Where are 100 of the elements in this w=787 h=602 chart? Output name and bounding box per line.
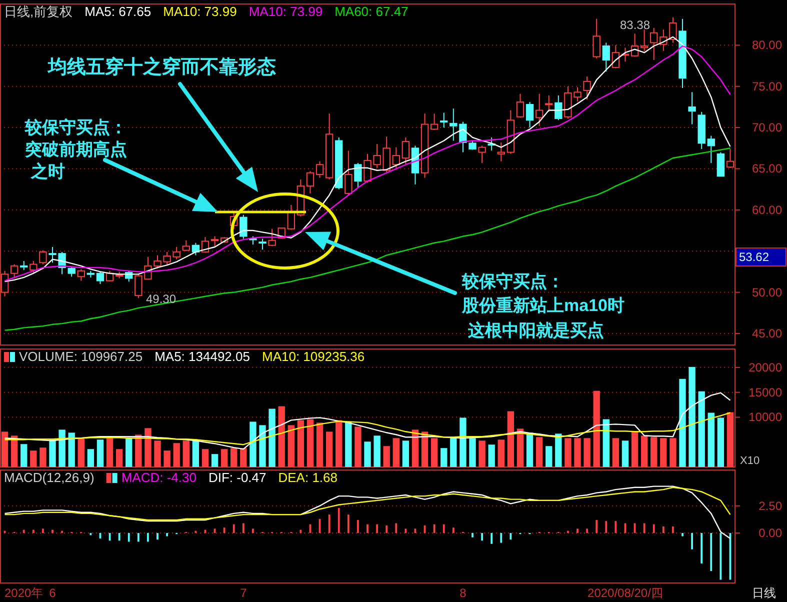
bar (450, 437, 457, 467)
text: 日线 (752, 586, 776, 600)
candlestick (707, 135, 715, 164)
text: MA10: 73.99 (248, 4, 323, 19)
bar (250, 422, 256, 467)
bar (631, 432, 638, 467)
bar (412, 430, 419, 467)
candlestick (526, 102, 534, 128)
bar (679, 378, 686, 467)
y-tick-label: 0.00 (758, 526, 782, 540)
bar (240, 448, 247, 467)
candlestick (382, 136, 390, 173)
bar (297, 420, 304, 467)
bar (660, 438, 667, 467)
bar (708, 412, 714, 467)
bar (383, 446, 390, 467)
candlestick (545, 94, 553, 112)
line-series (4, 392, 731, 450)
bar (96, 440, 104, 467)
y-tick-label: 20000 (748, 360, 782, 374)
annotation: 这根中阳就是买点 (467, 321, 604, 340)
bar (49, 440, 56, 467)
bar (106, 438, 114, 467)
text: X10 (740, 455, 760, 467)
bar (10, 436, 18, 467)
bar (135, 434, 142, 467)
bar (211, 454, 218, 467)
legend-label: MACD: -4.30 (121, 470, 196, 485)
bar (698, 391, 705, 467)
bar (182, 440, 190, 467)
candlestick (650, 27, 658, 61)
annotation: 较保守买点： (461, 272, 564, 291)
x-tick-label: 7 (240, 586, 248, 600)
candlestick (258, 238, 266, 250)
candlestick (306, 170, 314, 194)
candlestick (39, 250, 47, 265)
bar (345, 422, 352, 467)
candlestick (716, 152, 725, 177)
candlestick (77, 268, 85, 282)
candlestick (640, 29, 648, 52)
bar (612, 438, 620, 467)
bar (488, 444, 495, 467)
candlestick (497, 142, 505, 162)
candlestick (287, 204, 295, 230)
bar (154, 440, 161, 467)
candlestick (210, 236, 219, 247)
bar (526, 432, 534, 467)
y-tick-label: 80.00 (752, 38, 782, 52)
y-tick-label: 45.00 (752, 326, 782, 340)
candlestick (392, 146, 400, 168)
bar (1, 432, 8, 467)
candlestick (96, 271, 104, 285)
y-tick-label: 2.50 (758, 498, 782, 513)
candlestick (688, 92, 696, 125)
text: MA10: 109235.36 (262, 349, 365, 364)
candlestick (344, 150, 352, 196)
bar (316, 422, 324, 467)
text: DIF: -0.47 (208, 470, 266, 485)
y-tick-label: 60.00 (752, 202, 782, 217)
bar (516, 428, 524, 467)
bar (546, 446, 552, 467)
bar (670, 438, 676, 467)
bar (58, 430, 66, 467)
bar (478, 440, 486, 467)
bar (230, 448, 238, 467)
bar (640, 436, 648, 467)
bar (202, 449, 209, 467)
annotation: 均线五穿十之穿而不靠形态 (47, 56, 276, 78)
bar (20, 444, 28, 467)
line-series (4, 412, 731, 446)
text: MA5: 67.65 (84, 4, 152, 19)
bar (584, 438, 590, 467)
bar (220, 449, 228, 467)
candlestick (20, 260, 28, 271)
candlestick (354, 162, 362, 188)
bar (116, 449, 123, 467)
bar (173, 443, 180, 467)
candlestick (554, 94, 562, 121)
candlestick (602, 42, 610, 72)
bar (392, 438, 400, 467)
bar (507, 411, 514, 467)
bar (688, 366, 696, 467)
bar (144, 428, 152, 467)
bar (402, 440, 410, 467)
candlestick (240, 214, 248, 240)
y-tick-label: 75.00 (752, 79, 782, 94)
candlestick (402, 136, 410, 166)
bar (564, 438, 572, 467)
bar (374, 436, 380, 467)
candlestick (268, 228, 276, 247)
bar (354, 426, 362, 467)
bar (259, 425, 266, 467)
text: 53.62 (739, 250, 770, 264)
bar (574, 438, 581, 467)
text: MA60: 67.47 (334, 4, 408, 19)
candlestick (68, 267, 76, 278)
bar (440, 448, 448, 467)
candlestick (516, 93, 524, 118)
bar (555, 434, 562, 467)
candlestick (10, 264, 18, 279)
